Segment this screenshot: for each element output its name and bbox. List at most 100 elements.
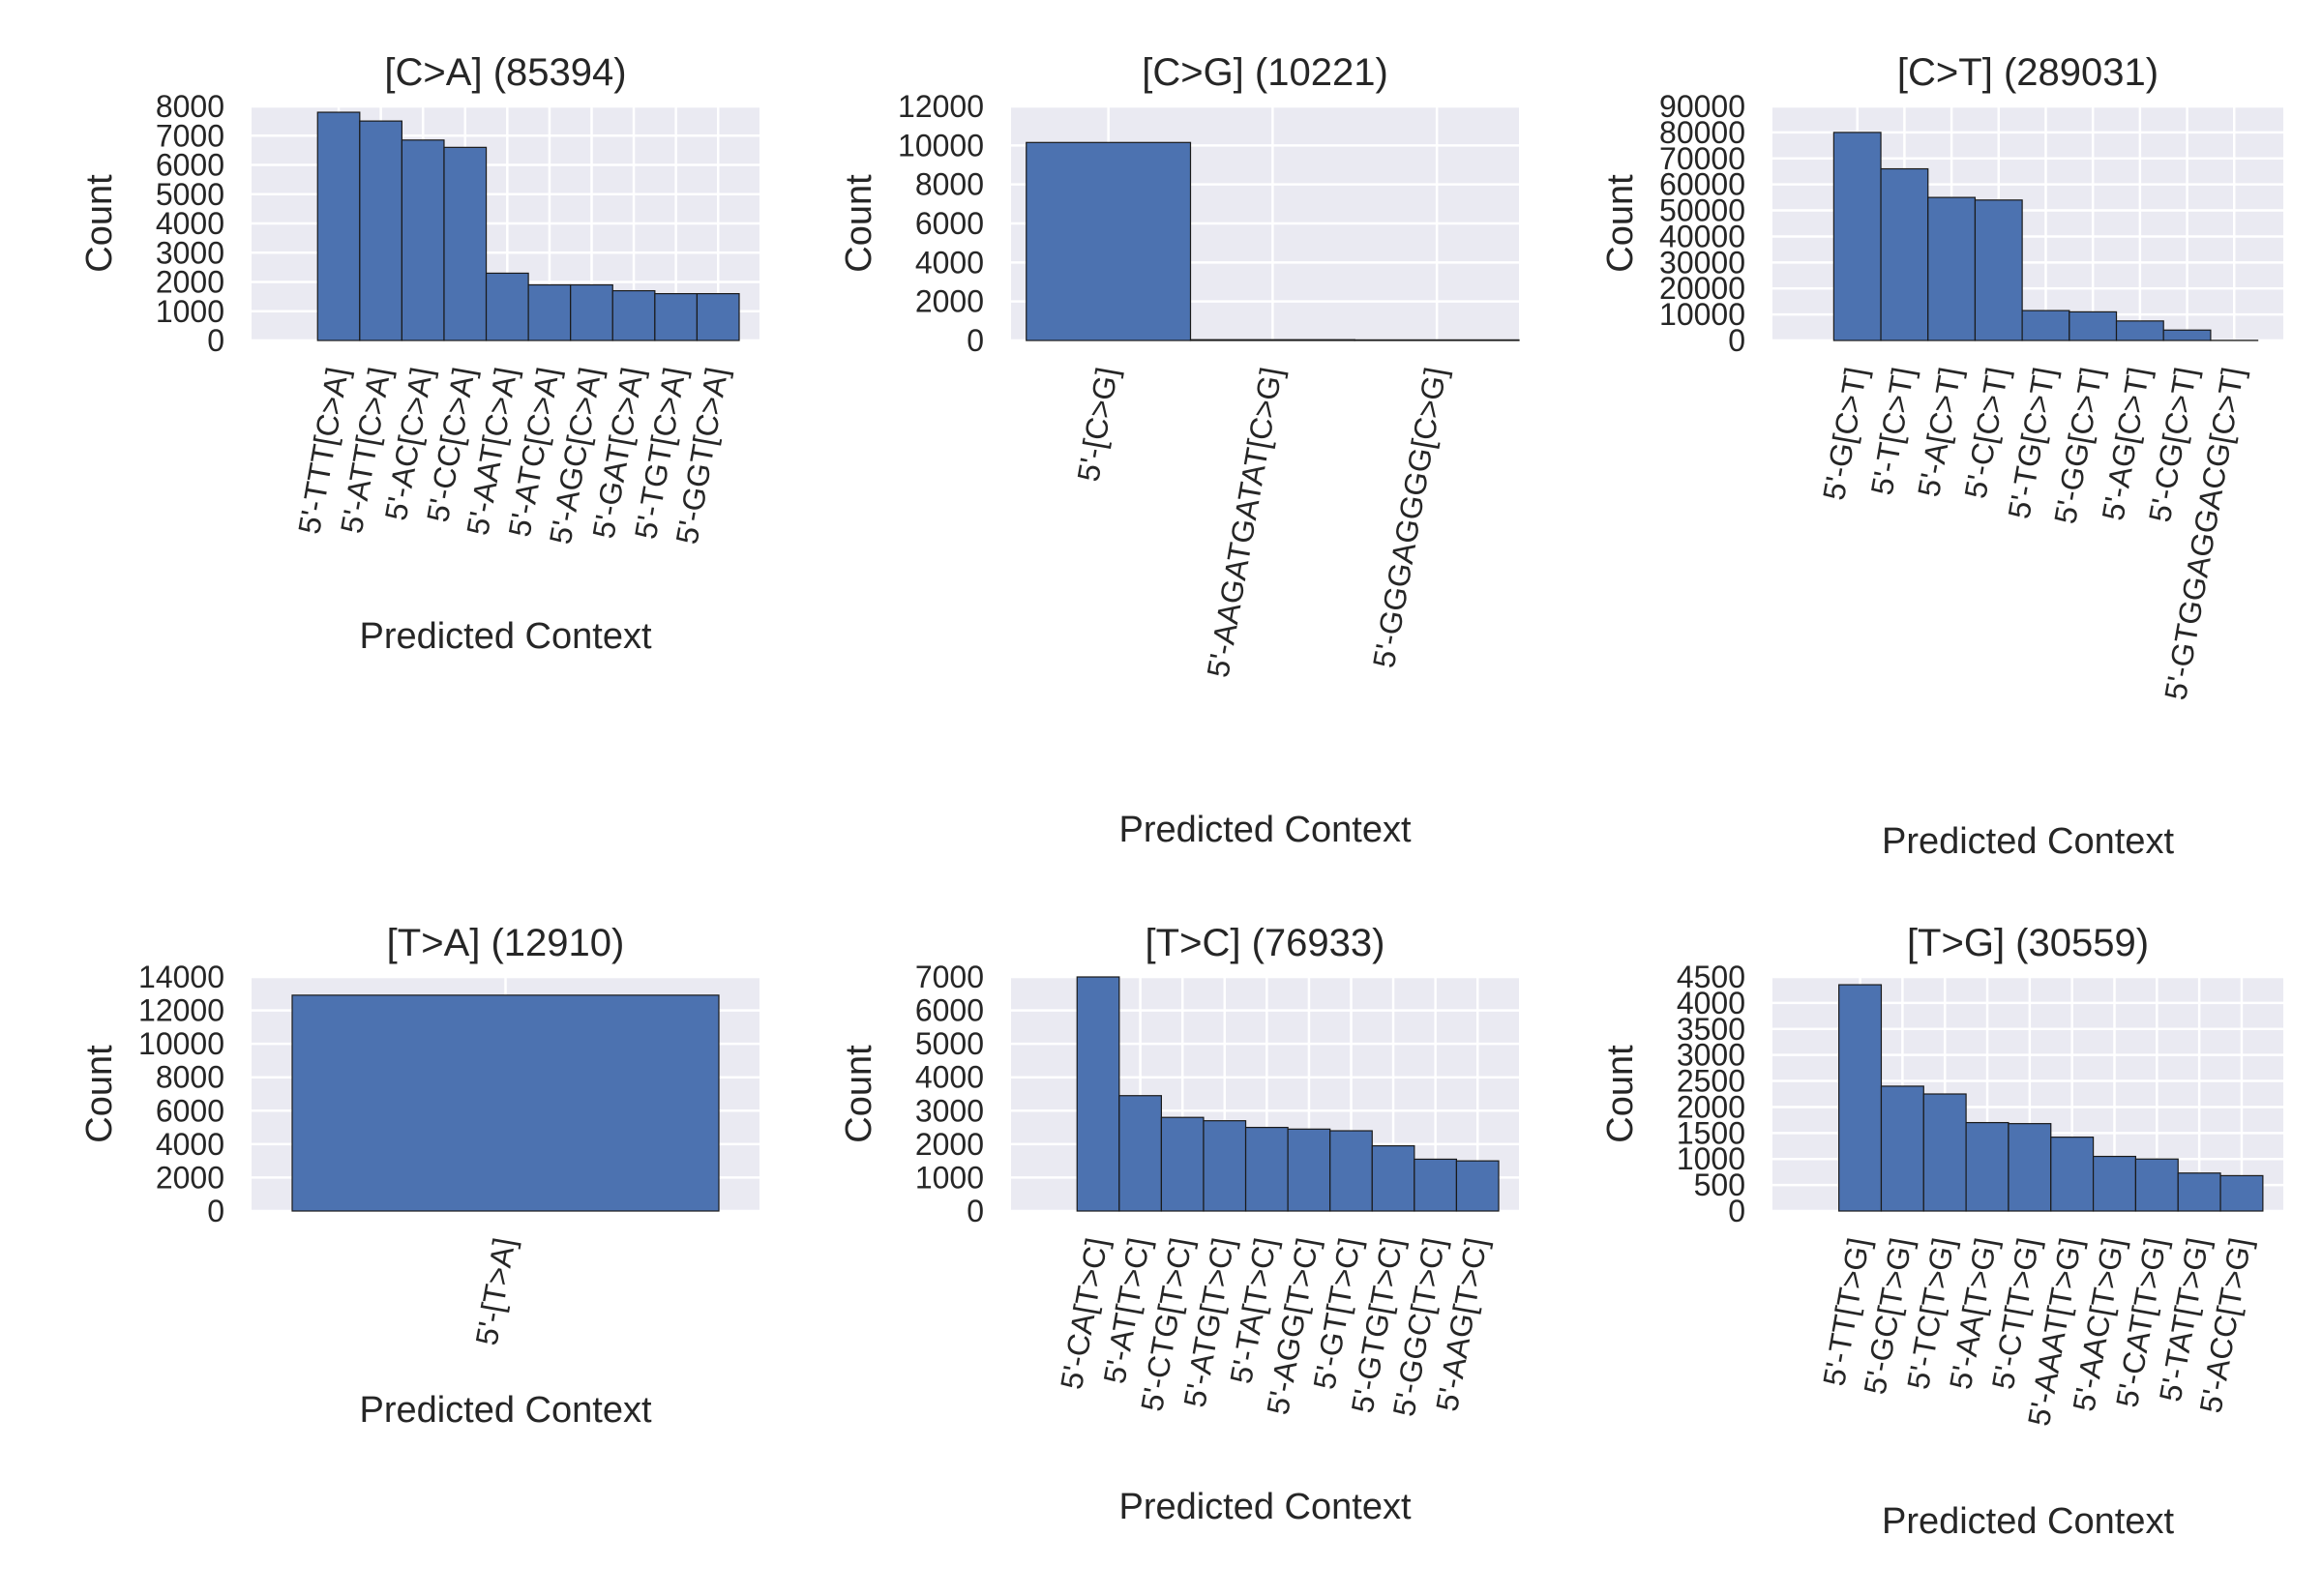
bar xyxy=(2219,1174,2264,1212)
bar xyxy=(1880,1085,1924,1212)
y-tick-label: 0 xyxy=(207,323,224,358)
x-tick-label: 5'-T[C>T] xyxy=(1864,365,1921,497)
bar xyxy=(1927,196,1977,341)
bar xyxy=(443,146,488,341)
x-axis-label: Predicted Context xyxy=(359,616,651,657)
y-tick-label: 6000 xyxy=(915,993,984,1028)
y-tick-label: 6000 xyxy=(915,206,984,241)
y-tick-label: 3000 xyxy=(1677,1038,1745,1073)
x-axis-label: Predicted Context xyxy=(359,1390,651,1431)
bar xyxy=(1922,1093,1967,1212)
y-tick-label: 0 xyxy=(1728,323,1745,358)
bar xyxy=(611,289,656,341)
bar xyxy=(1455,1160,1500,1212)
bar xyxy=(1329,1130,1373,1212)
y-tick-label: 4000 xyxy=(1677,986,1745,1020)
bar xyxy=(2115,320,2164,341)
bar xyxy=(1414,1158,1458,1212)
y-tick-label: 1000 xyxy=(915,1160,984,1195)
chart-title: [T>G] (30559) xyxy=(1907,922,2149,964)
y-tick-label: 8000 xyxy=(156,1060,224,1095)
y-tick-label: 6000 xyxy=(156,1093,224,1128)
y-tick-label: 14000 xyxy=(138,960,224,994)
y-axis-label: Count xyxy=(79,1045,120,1143)
y-tick-label: 2500 xyxy=(1677,1064,1745,1099)
y-tick-label: 0 xyxy=(967,1194,984,1228)
bar xyxy=(2092,1155,2137,1212)
bar xyxy=(316,111,361,341)
y-axis-label: Count xyxy=(839,1045,879,1143)
chart-panel-6: 0500100015002000250030003500400045005'-T… xyxy=(1600,922,2283,1542)
y-axis-label: Count xyxy=(1600,1045,1641,1143)
x-axis-label: Predicted Context xyxy=(1118,810,1411,850)
y-tick-label: 4000 xyxy=(915,1060,984,1095)
bar xyxy=(2134,1158,2179,1212)
chart-panel-3: 0100002000030000400005000060000700008000… xyxy=(1600,51,2283,862)
y-tick-label: 3500 xyxy=(1677,1012,1745,1047)
bar xyxy=(1118,1095,1162,1212)
chart-panel-2: 0 2000 4000 6000 8000 10000 12000 5'-[C>G] 5'-AA… xyxy=(839,51,1520,850)
y-tick-label: 1000 xyxy=(1677,1141,1745,1176)
chart-panel-5: 010002000300040005000600070005'-CA[T>C]5… xyxy=(839,922,1519,1527)
bar xyxy=(485,272,529,341)
bar xyxy=(401,139,445,341)
bar xyxy=(527,283,572,341)
y-tick-label: 2000 xyxy=(915,1127,984,1162)
y-tick-label: 4000 xyxy=(156,1127,224,1162)
bar xyxy=(1838,984,1883,1212)
bar xyxy=(570,283,613,341)
x-tick-label: 5'-[C>G] xyxy=(1070,365,1124,484)
bar xyxy=(2050,1137,2095,1212)
bar xyxy=(1203,1120,1247,1212)
bar xyxy=(1160,1116,1205,1212)
y-tick-label: 6000 xyxy=(156,148,224,183)
y-tick-label: 8000 xyxy=(156,89,224,124)
x-axis-label: Predicted Context xyxy=(1882,1501,2174,1542)
y-tick-label: 3000 xyxy=(156,235,224,270)
bar xyxy=(1076,976,1120,1212)
bar xyxy=(2069,310,2118,341)
y-tick-label: 1000 xyxy=(156,294,224,329)
y-tick-label: 0 xyxy=(967,323,984,358)
bar xyxy=(2177,1172,2221,1212)
bar xyxy=(1965,1121,2009,1212)
y-tick-label: 10000 xyxy=(898,128,984,163)
x-tick-label: 5'-A[C>T] xyxy=(1911,365,1968,499)
y-axis-label: Count xyxy=(1600,174,1641,273)
y-axis-label: Count xyxy=(839,174,879,273)
x-axis-label: Predicted Context xyxy=(1882,821,2174,862)
bar xyxy=(359,120,403,341)
bar xyxy=(2021,310,2070,341)
y-tick-label: 500 xyxy=(1694,1167,1745,1202)
y-tick-label: 7000 xyxy=(915,960,984,994)
y-tick-label: 3000 xyxy=(915,1093,984,1128)
y-tick-label: 0 xyxy=(207,1194,224,1228)
y-tick-label: 7000 xyxy=(156,118,224,153)
chart-title: [C>G] (10221) xyxy=(1142,51,1388,94)
bar xyxy=(654,293,699,341)
y-tick-label: 20000 xyxy=(1659,271,1745,306)
bar xyxy=(696,293,740,341)
bar xyxy=(1244,1126,1289,1212)
y-tick-label: 10000 xyxy=(1659,297,1745,332)
x-axis-label: Predicted Context xyxy=(1118,1487,1411,1527)
y-tick-label: 4000 xyxy=(156,206,224,241)
y-tick-label: 60000 xyxy=(1659,167,1745,202)
bar xyxy=(291,994,720,1212)
bar xyxy=(1026,141,1192,341)
y-tick-label: 10000 xyxy=(138,1026,224,1061)
bar xyxy=(2162,329,2212,341)
y-tick-label: 5000 xyxy=(156,177,224,212)
y-tick-label: 2000 xyxy=(1677,1089,1745,1124)
bar xyxy=(1371,1144,1415,1212)
y-tick-label: 5000 xyxy=(915,1026,984,1061)
bar xyxy=(1832,132,1882,341)
bar xyxy=(1880,167,1929,341)
chart-title: [C>T] (289031) xyxy=(1897,51,2158,94)
y-tick-label: 70000 xyxy=(1659,141,1745,176)
y-axis-label: Count xyxy=(79,174,120,273)
y-tick-label: 1500 xyxy=(1677,1115,1745,1150)
y-tick-label: 8000 xyxy=(915,167,984,202)
y-tick-label: 12000 xyxy=(138,993,224,1028)
